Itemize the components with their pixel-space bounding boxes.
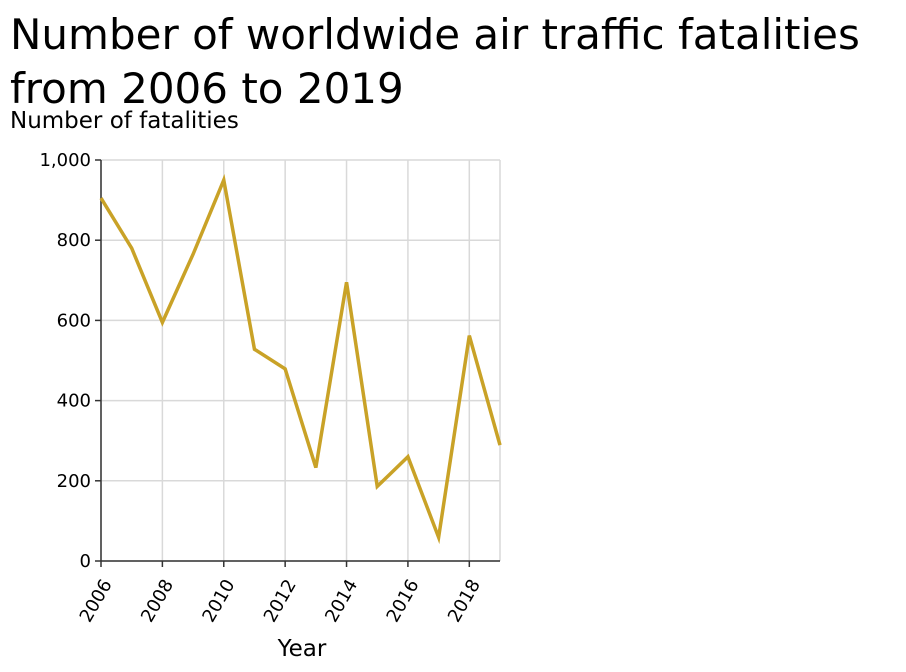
x-tick-label: 2010 xyxy=(198,576,239,626)
x-tick-label: 2006 xyxy=(76,576,117,626)
y-axis-ticks: 0 200 400 600 800 1,000 xyxy=(39,150,101,572)
x-tick-label: 2012 xyxy=(260,576,301,626)
x-tick-label: 2008 xyxy=(137,576,178,626)
x-axis-title: Year xyxy=(277,636,327,662)
x-axis-ticks: 2006 2008 2010 2012 2014 2016 2018 xyxy=(76,561,485,626)
x-tick-label: 2018 xyxy=(444,576,485,626)
axes xyxy=(101,160,500,561)
x-tick-label: 2016 xyxy=(383,576,424,626)
series-group xyxy=(101,180,500,537)
series-line xyxy=(101,180,500,537)
y-tick-label: 400 xyxy=(57,391,91,412)
y-tick-label: 600 xyxy=(57,310,91,331)
y-tick-label: 800 xyxy=(57,230,91,251)
grid-lines xyxy=(101,160,500,561)
x-tick-label: 2014 xyxy=(321,576,362,626)
y-tick-label: 1,000 xyxy=(39,150,91,171)
y-tick-label: 0 xyxy=(80,551,91,572)
y-tick-label: 200 xyxy=(57,471,91,492)
